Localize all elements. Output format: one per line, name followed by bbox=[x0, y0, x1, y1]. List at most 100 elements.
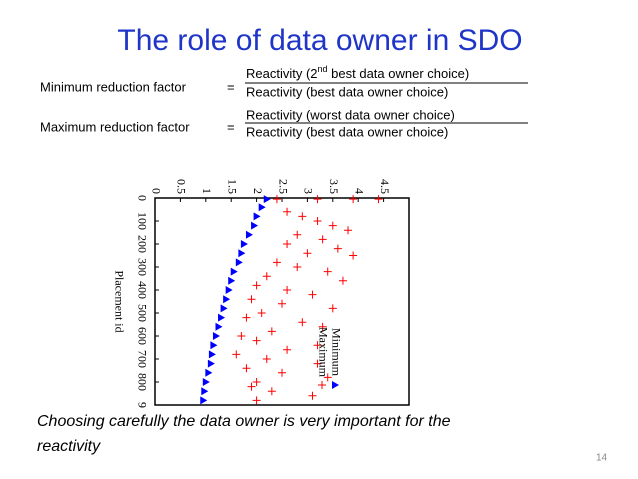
data-point bbox=[257, 309, 266, 317]
data-point bbox=[251, 221, 259, 230]
data-point bbox=[308, 391, 317, 400]
y-tick-label: 3 bbox=[302, 188, 316, 194]
y-tick-label: 1 bbox=[200, 188, 214, 194]
data-point bbox=[344, 226, 353, 235]
y-tick-label: 1.5 bbox=[225, 179, 239, 194]
data-point bbox=[237, 332, 246, 340]
data-point bbox=[245, 230, 253, 239]
data-point bbox=[283, 207, 292, 216]
data-point bbox=[263, 195, 271, 204]
data-point bbox=[200, 396, 208, 405]
data-point bbox=[252, 378, 261, 386]
y-tick-label: 4.5 bbox=[378, 179, 392, 194]
y-tick-label: 4 bbox=[352, 188, 366, 194]
data-point bbox=[272, 258, 281, 267]
formula-equals: = bbox=[227, 119, 235, 134]
y-tick-label: 3.5 bbox=[327, 179, 341, 194]
numerator-superscript: nd bbox=[318, 64, 328, 74]
data-point bbox=[278, 299, 286, 308]
legend-marker bbox=[332, 381, 339, 389]
x-tick-label: 600 bbox=[135, 327, 149, 345]
data-point bbox=[267, 387, 276, 396]
y-tick-label: 2 bbox=[251, 188, 265, 194]
legend-label: Maximum bbox=[316, 327, 330, 378]
data-point bbox=[328, 304, 337, 313]
numerator-part: best data owner choice) bbox=[328, 66, 470, 81]
data-point bbox=[223, 295, 231, 304]
data-point bbox=[225, 286, 233, 294]
data-point bbox=[328, 221, 337, 230]
data-point bbox=[278, 368, 286, 377]
data-point bbox=[262, 272, 271, 281]
data-point bbox=[247, 295, 256, 304]
data-point bbox=[313, 195, 322, 204]
data-point bbox=[349, 251, 358, 260]
page-number: 14 bbox=[596, 453, 608, 464]
data-point bbox=[252, 281, 261, 290]
data-point bbox=[318, 235, 327, 244]
x-tick-label: 0 bbox=[135, 195, 149, 201]
data-point bbox=[230, 267, 238, 276]
data-point bbox=[252, 396, 261, 405]
data-point bbox=[303, 249, 312, 258]
formula-denominator: Reactivity (best data owner choice) bbox=[246, 84, 448, 99]
data-point bbox=[298, 318, 307, 327]
data-point bbox=[240, 240, 248, 248]
x-tick-label: 200 bbox=[135, 235, 149, 253]
data-point bbox=[333, 244, 342, 253]
data-point bbox=[283, 345, 292, 354]
x-tick-label: 700 bbox=[135, 350, 149, 368]
data-point bbox=[208, 350, 216, 359]
data-point bbox=[272, 195, 281, 204]
slide-title: The role of data owner in SDO bbox=[117, 24, 522, 57]
data-point bbox=[313, 359, 322, 368]
data-point bbox=[210, 341, 218, 350]
data-point bbox=[253, 212, 261, 221]
x-tick-label: 100 bbox=[135, 212, 149, 230]
data-point bbox=[215, 322, 223, 331]
numerator-part: Reactivity (2 bbox=[246, 66, 318, 81]
data-point bbox=[212, 332, 220, 340]
legend-marker bbox=[318, 381, 326, 389]
data-point bbox=[258, 203, 266, 212]
data-point bbox=[242, 313, 251, 322]
data-point bbox=[232, 350, 241, 359]
data-point bbox=[323, 373, 332, 382]
formula-denominator: Reactivity (best data owner choice) bbox=[246, 124, 448, 139]
data-point bbox=[374, 195, 383, 204]
data-point bbox=[247, 382, 256, 391]
data-point bbox=[205, 368, 213, 377]
data-point bbox=[218, 313, 226, 322]
data-point bbox=[267, 327, 276, 336]
data-point bbox=[298, 212, 307, 221]
caption: Choosing carefully the data owner is ver… bbox=[37, 413, 451, 430]
data-point bbox=[318, 322, 327, 331]
legend-label: Minimum bbox=[329, 328, 343, 377]
data-point bbox=[202, 378, 210, 386]
x-tick-label: 800 bbox=[135, 373, 149, 391]
data-point bbox=[201, 387, 209, 396]
x-tick-label: 400 bbox=[135, 281, 149, 299]
data-point bbox=[262, 355, 271, 363]
formula-label: Minimum reduction factor bbox=[40, 79, 187, 94]
data-point bbox=[238, 249, 246, 258]
y-tick-label: 2.5 bbox=[276, 179, 290, 194]
data-point bbox=[235, 258, 243, 267]
data-point bbox=[242, 364, 251, 373]
data-point bbox=[207, 359, 215, 368]
x-tick-label: 9 bbox=[135, 402, 149, 408]
data-point bbox=[283, 286, 292, 294]
data-point bbox=[349, 195, 358, 204]
data-point bbox=[308, 290, 317, 299]
data-point bbox=[338, 276, 347, 285]
formula-numerator: Reactivity (2nd best data owner choice) bbox=[246, 64, 469, 81]
data-point bbox=[323, 267, 332, 276]
formula-numerator: Reactivity (worst data owner choice) bbox=[246, 107, 455, 122]
formula-label: Maximum reduction factor bbox=[40, 119, 190, 134]
data-point bbox=[228, 276, 236, 285]
x-tick-label: 300 bbox=[135, 258, 149, 276]
data-point bbox=[220, 304, 228, 313]
data-point bbox=[293, 263, 302, 271]
x-axis-label: Placement id bbox=[112, 270, 126, 332]
